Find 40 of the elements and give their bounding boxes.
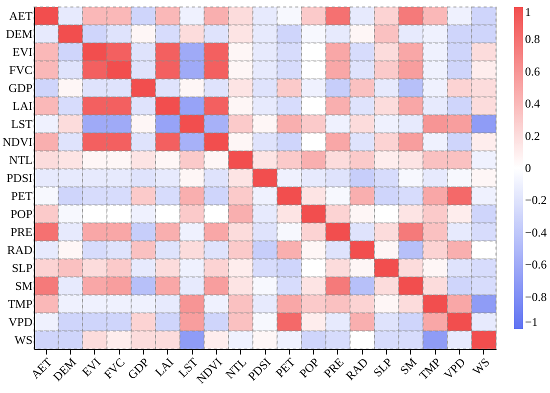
y-tick-label: PRE bbox=[10, 225, 32, 239]
y-tick-label: PDSI bbox=[6, 171, 32, 185]
y-tick-label: VPD bbox=[8, 315, 33, 329]
x-tick-label: LAI bbox=[152, 355, 176, 380]
x-tick-label: VPD bbox=[441, 354, 468, 382]
color-bar-label: 0.6 bbox=[525, 64, 540, 78]
color-bar-label: −0.4 bbox=[525, 225, 547, 240]
color-bar-label: 1 bbox=[525, 5, 531, 19]
y-tick-label: POP bbox=[10, 207, 33, 221]
x-tick-label: POP bbox=[296, 354, 322, 381]
y-tick-label: SLP bbox=[12, 261, 33, 275]
y-tick-label: DEM bbox=[6, 27, 33, 41]
color-bar-label: −0.2 bbox=[525, 193, 547, 208]
x-tick-label: SM bbox=[397, 354, 420, 378]
x-tick-label: EVI bbox=[79, 355, 104, 380]
x-tick-label: GDP bbox=[125, 354, 152, 382]
y-tick-label: GDP bbox=[8, 81, 33, 95]
color-bar-label: 0 bbox=[525, 161, 531, 175]
color-bar-label: −0.6 bbox=[525, 258, 547, 272]
y-tick-label: WS bbox=[14, 333, 32, 347]
y-tick-label: RAD bbox=[7, 243, 33, 257]
y-tick-label: FVC bbox=[9, 63, 32, 77]
x-tick-label: PRE bbox=[320, 355, 346, 381]
y-tick-label: NDVI bbox=[2, 135, 32, 149]
y-tick-label: TMP bbox=[8, 297, 33, 311]
color-bar-label: −0.8 bbox=[525, 290, 547, 304]
color-bar-label: −1 bbox=[525, 315, 538, 329]
y-tick-label: LST bbox=[11, 117, 34, 131]
color-bar-label: 0.4 bbox=[525, 96, 540, 111]
color-bar-label: 0.8 bbox=[525, 32, 540, 46]
y-tick-label: LAI bbox=[12, 99, 32, 113]
y-tick-label: NTL bbox=[9, 153, 32, 167]
y-tick-label: EVI bbox=[12, 45, 32, 59]
color-bar-label: 0.2 bbox=[525, 128, 540, 143]
x-tick-label: SLP bbox=[370, 354, 396, 380]
y-tick-label: PET bbox=[11, 189, 34, 203]
x-tick-label: WS bbox=[470, 355, 492, 378]
x-tick-label: NTL bbox=[222, 355, 250, 382]
y-tick-label: AET bbox=[9, 9, 34, 23]
y-tick-label: SM bbox=[15, 279, 33, 293]
